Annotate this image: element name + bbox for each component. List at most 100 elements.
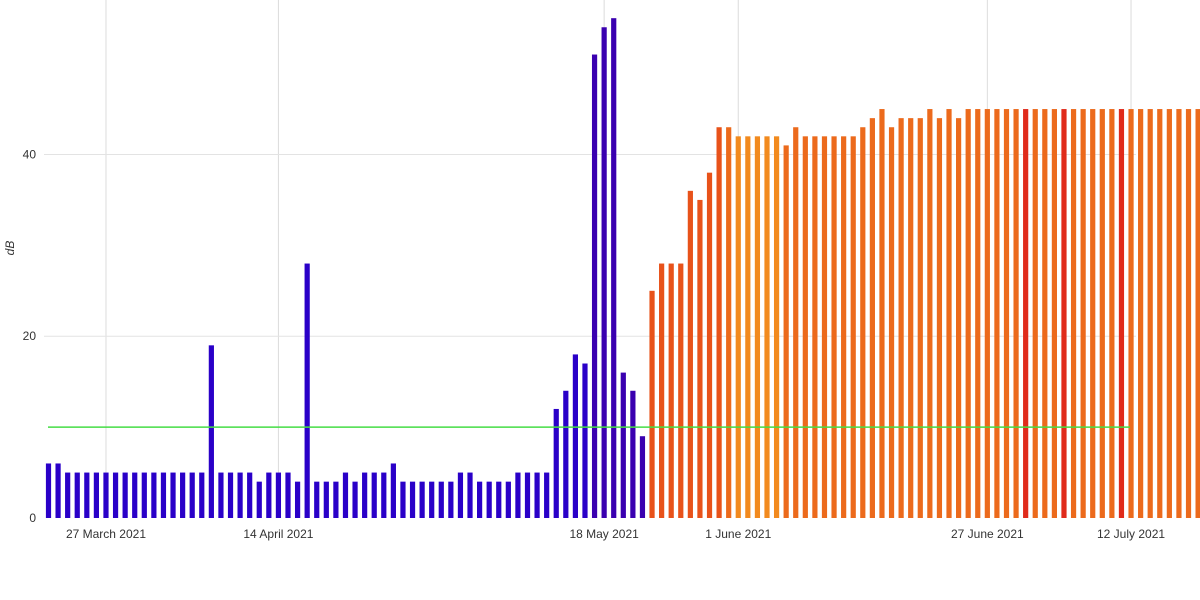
bar bbox=[860, 127, 866, 518]
bar bbox=[946, 109, 952, 519]
y-tick-label: 20 bbox=[23, 329, 37, 343]
bar bbox=[1042, 109, 1048, 519]
bar bbox=[409, 481, 416, 518]
bar bbox=[486, 481, 492, 518]
bar bbox=[1061, 109, 1067, 519]
bar bbox=[735, 136, 741, 518]
bar bbox=[563, 390, 569, 518]
bar bbox=[831, 136, 837, 518]
bar bbox=[1138, 109, 1144, 519]
bar bbox=[103, 472, 109, 518]
bar bbox=[572, 354, 578, 518]
bar bbox=[1003, 109, 1010, 519]
bar bbox=[45, 463, 52, 518]
bar bbox=[323, 481, 329, 518]
bar bbox=[1013, 109, 1019, 519]
bar bbox=[285, 472, 291, 518]
bar bbox=[639, 436, 646, 518]
bar bbox=[1023, 109, 1029, 519]
bar bbox=[1109, 109, 1115, 519]
bar bbox=[793, 127, 799, 518]
bar bbox=[477, 481, 483, 518]
y-axis-title: dB bbox=[3, 241, 17, 256]
bar bbox=[1118, 109, 1125, 519]
bar bbox=[812, 136, 818, 518]
bar bbox=[869, 118, 875, 518]
bar bbox=[773, 136, 780, 518]
x-tick-label: 18 May 2021 bbox=[569, 527, 639, 541]
bar bbox=[342, 472, 349, 518]
bar bbox=[956, 118, 962, 518]
bar bbox=[65, 472, 71, 518]
bar bbox=[1099, 109, 1105, 519]
bar bbox=[218, 472, 224, 518]
bar bbox=[994, 109, 1000, 519]
bar bbox=[1157, 109, 1163, 519]
bar bbox=[908, 118, 914, 518]
bar bbox=[381, 472, 387, 518]
bar bbox=[1070, 109, 1077, 519]
bar bbox=[362, 472, 368, 518]
bar bbox=[438, 481, 444, 518]
bar bbox=[74, 472, 80, 518]
bar bbox=[199, 472, 205, 518]
bar bbox=[93, 472, 99, 518]
bar bbox=[582, 363, 588, 518]
x-tick-label: 12 July 2021 bbox=[1097, 527, 1165, 541]
bar bbox=[371, 472, 377, 518]
bar bbox=[1032, 109, 1038, 519]
bar bbox=[659, 263, 665, 518]
x-axis-tick-labels: 27 March 2021 14 April 2021 18 May 2021 1 J… bbox=[66, 527, 1165, 541]
bar bbox=[505, 481, 511, 518]
bar bbox=[1090, 109, 1096, 519]
x-tick-label: 27 June 2021 bbox=[951, 527, 1024, 541]
bar bbox=[1128, 109, 1134, 519]
bar bbox=[208, 345, 214, 518]
bar bbox=[620, 372, 626, 518]
bar bbox=[984, 109, 990, 519]
bar bbox=[275, 472, 282, 518]
bar bbox=[448, 481, 454, 518]
bar bbox=[390, 463, 396, 518]
bar bbox=[879, 109, 885, 519]
bar bbox=[668, 263, 674, 518]
bar bbox=[419, 481, 425, 518]
bar bbox=[352, 481, 358, 518]
bar bbox=[400, 481, 406, 518]
bar bbox=[180, 472, 186, 518]
bar bbox=[927, 109, 933, 519]
bar bbox=[821, 136, 828, 518]
bar bbox=[294, 481, 301, 518]
bar bbox=[256, 481, 262, 518]
bar bbox=[247, 472, 253, 518]
bar bbox=[1185, 109, 1192, 519]
bar bbox=[515, 472, 521, 518]
bar bbox=[553, 408, 559, 518]
bars bbox=[45, 18, 1200, 519]
x-tick-label: 14 April 2021 bbox=[243, 527, 313, 541]
bar bbox=[1195, 109, 1200, 519]
bar bbox=[1147, 109, 1153, 519]
y-axis-tick-labels: 0 20 40 bbox=[23, 147, 37, 525]
bar bbox=[151, 472, 157, 518]
bar bbox=[850, 136, 856, 518]
bar bbox=[122, 472, 128, 518]
bar bbox=[304, 263, 310, 518]
bar bbox=[237, 472, 243, 518]
bar bbox=[888, 127, 895, 518]
bar bbox=[544, 472, 550, 518]
bar bbox=[975, 109, 981, 519]
bar bbox=[1176, 109, 1182, 519]
bar bbox=[333, 481, 339, 518]
y-tick-label: 40 bbox=[23, 147, 37, 161]
bar bbox=[716, 127, 722, 518]
bar bbox=[764, 136, 770, 518]
bar bbox=[917, 118, 923, 518]
bar bbox=[754, 136, 761, 518]
bar bbox=[783, 145, 789, 518]
bar bbox=[112, 472, 119, 518]
bar bbox=[936, 118, 943, 518]
bar bbox=[601, 27, 607, 518]
bar bbox=[170, 472, 176, 518]
